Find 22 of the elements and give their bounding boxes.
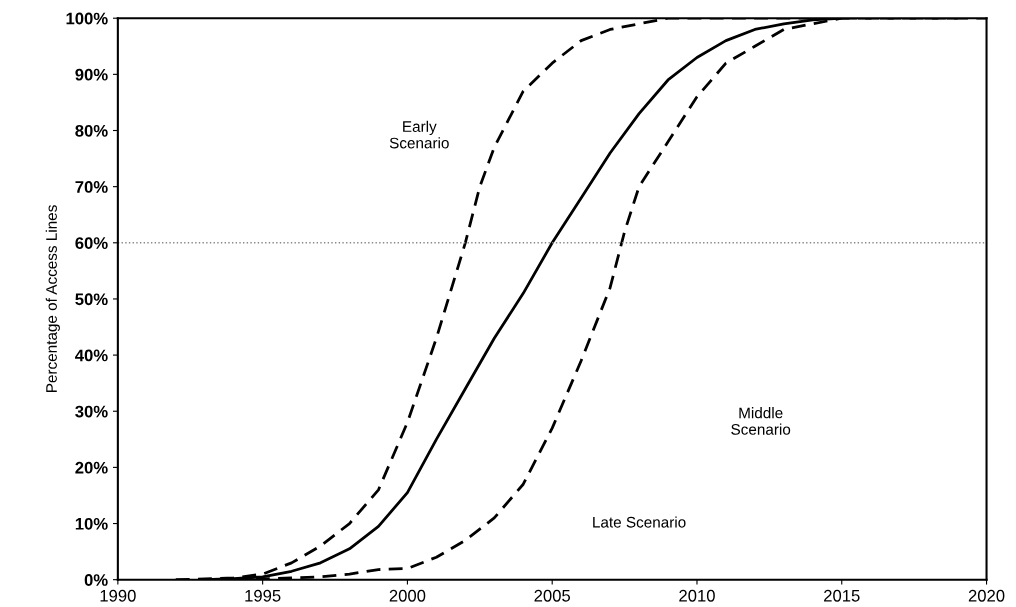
y-tick-label: 40% (75, 349, 108, 362)
x-tick-label: 2010 (679, 589, 715, 602)
annotation: Early Scenario (389, 120, 449, 149)
y-tick-label: 80% (75, 124, 108, 137)
y-tick-label: 100% (66, 12, 108, 25)
x-tick-label: 2000 (389, 589, 426, 602)
y-tick-label: 20% (75, 461, 108, 474)
y-tick-label: 90% (75, 68, 108, 81)
y-tick-label: 60% (75, 237, 108, 249)
y-tick-label: 0% (84, 574, 108, 586)
x-tick-label: 2020 (968, 589, 1005, 602)
y-tick-label: 70% (75, 181, 108, 193)
x-tick-label: 1990 (100, 589, 136, 602)
x-tick-label: 2005 (534, 589, 571, 602)
x-tick-label: 2015 (824, 589, 860, 602)
y-tick-label: 50% (75, 293, 108, 306)
annotation: Late Scenario (593, 516, 686, 528)
x-tick-label: 1995 (245, 589, 281, 602)
annotation: Middle Scenario (731, 407, 791, 435)
y-tick-label: 10% (75, 517, 108, 530)
y-axis-title: Percentage of Access Lines (45, 205, 60, 392)
y-tick-label: 30% (75, 405, 108, 418)
